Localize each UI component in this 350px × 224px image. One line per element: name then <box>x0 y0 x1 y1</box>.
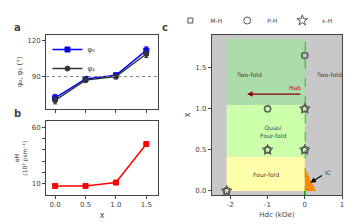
svg-text:IC: IC <box>325 169 331 176</box>
svg-text:10: 10 <box>32 180 41 188</box>
svg-text:x: x <box>100 211 105 220</box>
svg-text:120: 120 <box>27 37 40 45</box>
svg-text:-2: -2 <box>227 201 234 209</box>
svg-text:P-H: P-H <box>267 17 277 24</box>
svg-text:0: 0 <box>303 201 307 209</box>
svg-text:Hab: Hab <box>289 84 301 91</box>
svg-text:c: c <box>162 22 168 33</box>
svg-text:0.5: 0.5 <box>80 201 91 209</box>
svg-text:1.5: 1.5 <box>195 64 206 72</box>
svg-text:Two-fold: Two-fold <box>316 71 342 78</box>
svg-text:Two-fold: Two-fold <box>236 71 262 78</box>
svg-text:M-H: M-H <box>210 17 222 24</box>
svg-text:Hdc (kOe): Hdc (kOe) <box>259 211 294 219</box>
svg-text:αH(10³ psm⁻¹): αH(10³ psm⁻¹) <box>13 141 29 176</box>
svg-text:0.0: 0.0 <box>50 201 61 209</box>
svg-text:0.5: 0.5 <box>195 146 206 154</box>
svg-text:1: 1 <box>340 201 344 209</box>
svg-text:b: b <box>14 108 21 119</box>
svg-text:a: a <box>14 22 21 33</box>
svg-text:φ₀: φ₀ <box>87 46 95 54</box>
svg-text:60: 60 <box>32 124 41 132</box>
svg-text:1.5: 1.5 <box>141 201 152 209</box>
svg-text:ε-H: ε-H <box>322 17 332 24</box>
svg-text:-1: -1 <box>264 201 271 209</box>
svg-text:90: 90 <box>32 73 41 81</box>
svg-text:0.0: 0.0 <box>195 187 206 195</box>
svg-text:QuasiFour-fold: QuasiFour-fold <box>260 124 286 139</box>
svg-text:φ₀, φ₂ (°): φ₀, φ₂ (°) <box>16 56 24 87</box>
svg-text:1.0: 1.0 <box>110 201 121 209</box>
svg-text:φ₂: φ₂ <box>87 65 95 73</box>
svg-text:x: x <box>183 112 192 117</box>
svg-text:1.0: 1.0 <box>195 105 206 113</box>
svg-text:Four-fold: Four-fold <box>253 171 279 178</box>
